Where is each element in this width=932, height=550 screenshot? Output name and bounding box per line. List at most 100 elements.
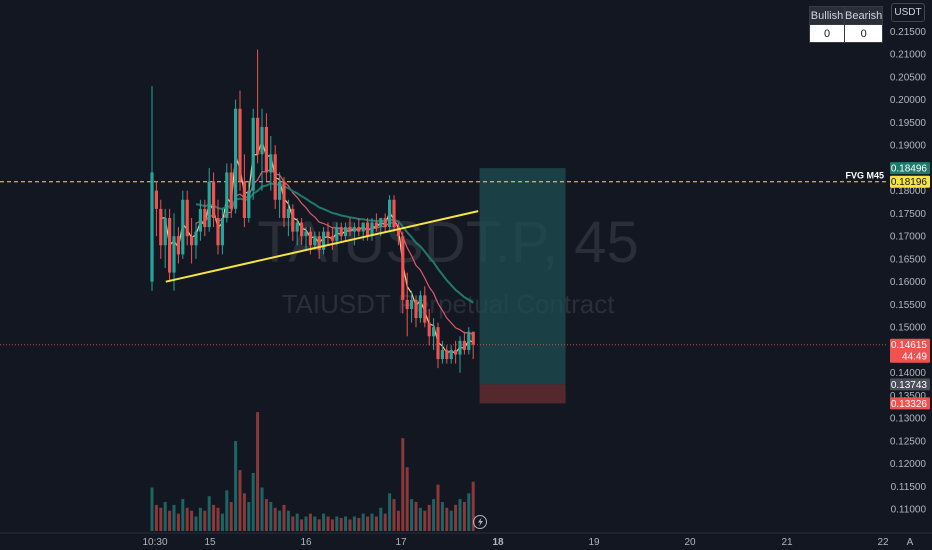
candle — [282, 177, 286, 228]
volume-bar — [401, 438, 405, 531]
candle — [203, 199, 207, 237]
candle-body — [410, 299, 414, 309]
candle-body — [264, 126, 268, 173]
volume-bar — [278, 510, 282, 531]
candle — [286, 199, 290, 237]
candle — [330, 227, 334, 250]
candle-body — [198, 208, 202, 232]
bullish-header: Bullish — [809, 6, 845, 25]
time-tick: 20 — [684, 537, 696, 548]
candle — [348, 217, 352, 237]
volume-bar — [229, 502, 233, 531]
position-tool[interactable] — [479, 168, 566, 404]
volume-bar — [203, 510, 207, 531]
candle-body — [370, 222, 374, 237]
volume-bar — [432, 499, 436, 531]
time-axis[interactable]: 10:30 15 16 17 18 19 20 21 22 A — [0, 532, 932, 548]
candle — [445, 345, 449, 364]
candle — [247, 181, 251, 223]
volume-bar — [427, 504, 431, 531]
volume-bar — [449, 510, 453, 531]
candle — [291, 204, 295, 241]
candle — [467, 327, 471, 355]
volume-bar — [282, 504, 286, 531]
candle-body — [304, 231, 308, 237]
stop-price-label-bg — [890, 397, 930, 410]
watermark-symbol: TAIUSDT.P, 45 — [257, 210, 638, 275]
volume-bar — [207, 496, 211, 531]
candle-body — [295, 222, 299, 232]
auto-scale-button[interactable]: A — [907, 537, 914, 548]
fvg-price-label-bg — [890, 175, 930, 188]
volume-bar — [462, 502, 466, 531]
volume-bar — [396, 510, 400, 531]
candle — [168, 208, 172, 282]
candle — [423, 286, 427, 328]
candle-body — [238, 108, 242, 182]
volume-bar — [366, 516, 370, 531]
volume-bar — [330, 519, 334, 531]
bullish-count: 0 — [809, 24, 845, 43]
volume-bar — [313, 516, 317, 531]
candle-body — [260, 126, 264, 155]
candle-body — [159, 208, 163, 246]
candle-body — [269, 154, 273, 173]
candle-body — [344, 227, 348, 237]
candle — [326, 222, 330, 246]
candle-body — [454, 349, 458, 355]
volume-bar — [379, 507, 383, 531]
candle — [396, 222, 400, 246]
price-tick: 0.15000 — [890, 323, 927, 334]
candle — [471, 331, 475, 360]
price-tick: 0.16500 — [890, 254, 927, 265]
trendline[interactable] — [165, 210, 479, 283]
candle — [229, 163, 233, 218]
candle-body — [348, 227, 352, 232]
candle-body — [203, 208, 207, 228]
candle — [410, 290, 414, 323]
candle-body — [220, 217, 224, 246]
volume-bar — [383, 513, 387, 531]
candle — [392, 195, 396, 232]
candle — [256, 49, 260, 164]
volume-bar — [357, 517, 361, 531]
candle — [198, 199, 202, 241]
time-tick: 16 — [300, 537, 312, 548]
price-tick: 0.14000 — [890, 368, 927, 379]
candle — [220, 208, 224, 255]
candle-body — [185, 199, 189, 237]
candles — [150, 49, 475, 373]
candle — [339, 222, 343, 241]
candle — [440, 340, 444, 364]
volume-bar — [172, 504, 176, 531]
volume-bar — [370, 513, 374, 531]
candle — [273, 145, 277, 209]
price-axis[interactable]: 0.21500 0.21000 0.20500 0.20000 0.19500 0.190… — [888, 0, 932, 550]
candle-body — [357, 227, 361, 232]
price-tick: 0.13500 — [890, 391, 927, 402]
candle — [313, 231, 317, 250]
candle-body — [330, 236, 334, 241]
ema-slow-line — [195, 168, 474, 336]
target-price-label-bg — [890, 162, 930, 175]
ema-long-line — [195, 182, 474, 304]
candle — [269, 136, 273, 191]
target-price-label: 0.18496 — [890, 162, 930, 175]
candle — [172, 213, 176, 291]
candle-body — [414, 299, 418, 319]
candle-body — [229, 172, 233, 209]
candle — [295, 217, 299, 246]
volume-bar — [440, 502, 444, 531]
candle — [335, 222, 339, 246]
volume-bar — [418, 507, 422, 531]
candle — [432, 318, 436, 350]
candle-body — [383, 217, 387, 228]
candle — [401, 231, 405, 314]
candle-body — [361, 222, 365, 232]
replay-icon[interactable] — [473, 515, 487, 529]
volume-bar — [374, 516, 378, 531]
volume-bar — [454, 504, 458, 531]
currency-button[interactable]: USDT — [891, 3, 925, 22]
